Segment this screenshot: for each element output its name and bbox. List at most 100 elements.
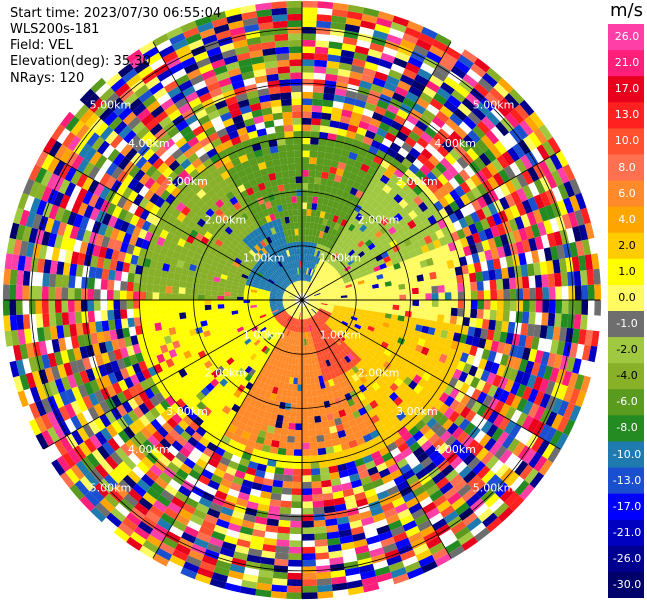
range-gate [209, 344, 218, 352]
range-gate [306, 345, 311, 352]
range-gate [417, 338, 426, 347]
range-gate [402, 97, 416, 109]
range-gate [353, 296, 361, 300]
range-gate [302, 78, 314, 86]
range-gate [283, 335, 288, 343]
range-gate [543, 247, 553, 262]
range-gate [291, 397, 297, 404]
range-gate [273, 311, 280, 317]
range-gate [76, 173, 88, 188]
range-gate [338, 269, 346, 276]
range-gate [514, 370, 525, 384]
range-gate [270, 290, 278, 294]
range-gate [104, 493, 120, 508]
range-gate [328, 126, 339, 135]
range-gate [412, 241, 421, 250]
range-gate [142, 94, 157, 108]
range-gate [207, 226, 217, 235]
range-gate [296, 325, 300, 333]
range-gate [232, 313, 240, 319]
range-gate [101, 374, 112, 388]
range-gate [264, 287, 272, 292]
range-gate [234, 257, 242, 265]
range-gate [170, 391, 181, 403]
range-gate [302, 364, 306, 372]
range-gate [438, 381, 449, 393]
range-gate [140, 274, 148, 284]
range-gate [268, 326, 275, 333]
range-gate [349, 242, 358, 250]
range-gate [189, 347, 198, 357]
range-gate [214, 208, 224, 218]
range-gate [206, 81, 221, 93]
range-gate [228, 205, 237, 215]
range-gate [392, 289, 400, 296]
range-gate [334, 417, 343, 426]
range-gate [403, 277, 412, 284]
range-gate [350, 209, 359, 219]
range-gate [237, 300, 244, 304]
range-gate [405, 305, 413, 312]
range-gate [205, 391, 215, 402]
range-gate [393, 213, 404, 223]
range-gate [567, 271, 575, 286]
range-gate [198, 92, 213, 103]
range-gate [340, 415, 349, 424]
range-gate [133, 308, 141, 318]
range-gate [316, 265, 322, 272]
range-gate [260, 556, 275, 566]
range-gate [418, 114, 432, 127]
range-gate [310, 262, 315, 270]
range-gate [146, 52, 163, 66]
range-gate [418, 201, 429, 213]
range-gate [289, 301, 296, 304]
range-gate [309, 317, 314, 324]
range-gate [292, 475, 302, 483]
range-gate [329, 326, 336, 333]
range-gate [312, 229, 317, 237]
range-gate [280, 274, 286, 281]
range-gate [159, 277, 168, 286]
range-gate [481, 382, 493, 395]
range-gate [269, 293, 277, 296]
range-gate [593, 268, 601, 285]
range-gate [336, 256, 344, 264]
range-gate [311, 269, 316, 277]
range-gate [214, 490, 228, 501]
range-gate [151, 251, 160, 262]
range-gate [347, 124, 359, 133]
range-gate [364, 102, 377, 112]
range-gate [573, 314, 582, 330]
range-gate [287, 383, 294, 391]
range-gate [207, 411, 218, 421]
range-gate [352, 287, 360, 292]
range-gate [62, 452, 76, 469]
range-gate [104, 92, 120, 107]
range-gate [285, 396, 292, 404]
range-gate [89, 117, 104, 133]
range-gate [117, 251, 127, 263]
range-gate [271, 288, 278, 292]
range-gate [157, 253, 166, 263]
range-gate [323, 433, 332, 442]
range-gate [197, 21, 214, 33]
range-gate [309, 144, 319, 152]
range-gate [327, 275, 334, 281]
range-gate [321, 294, 328, 297]
range-gate [401, 447, 413, 459]
range-gate [489, 309, 497, 321]
range-gate [330, 207, 337, 215]
range-gate [215, 518, 230, 529]
range-gate [4, 253, 13, 270]
range-gate [362, 345, 371, 354]
range-gate [40, 170, 53, 187]
range-gate [212, 255, 221, 263]
range-gate [283, 304, 290, 307]
range-gate [328, 257, 335, 265]
range-gate [524, 468, 539, 485]
range-gate [225, 279, 233, 286]
range-gate [405, 152, 417, 164]
range-gate [416, 368, 426, 378]
range-gate [245, 381, 254, 391]
range-gate [306, 304, 312, 310]
